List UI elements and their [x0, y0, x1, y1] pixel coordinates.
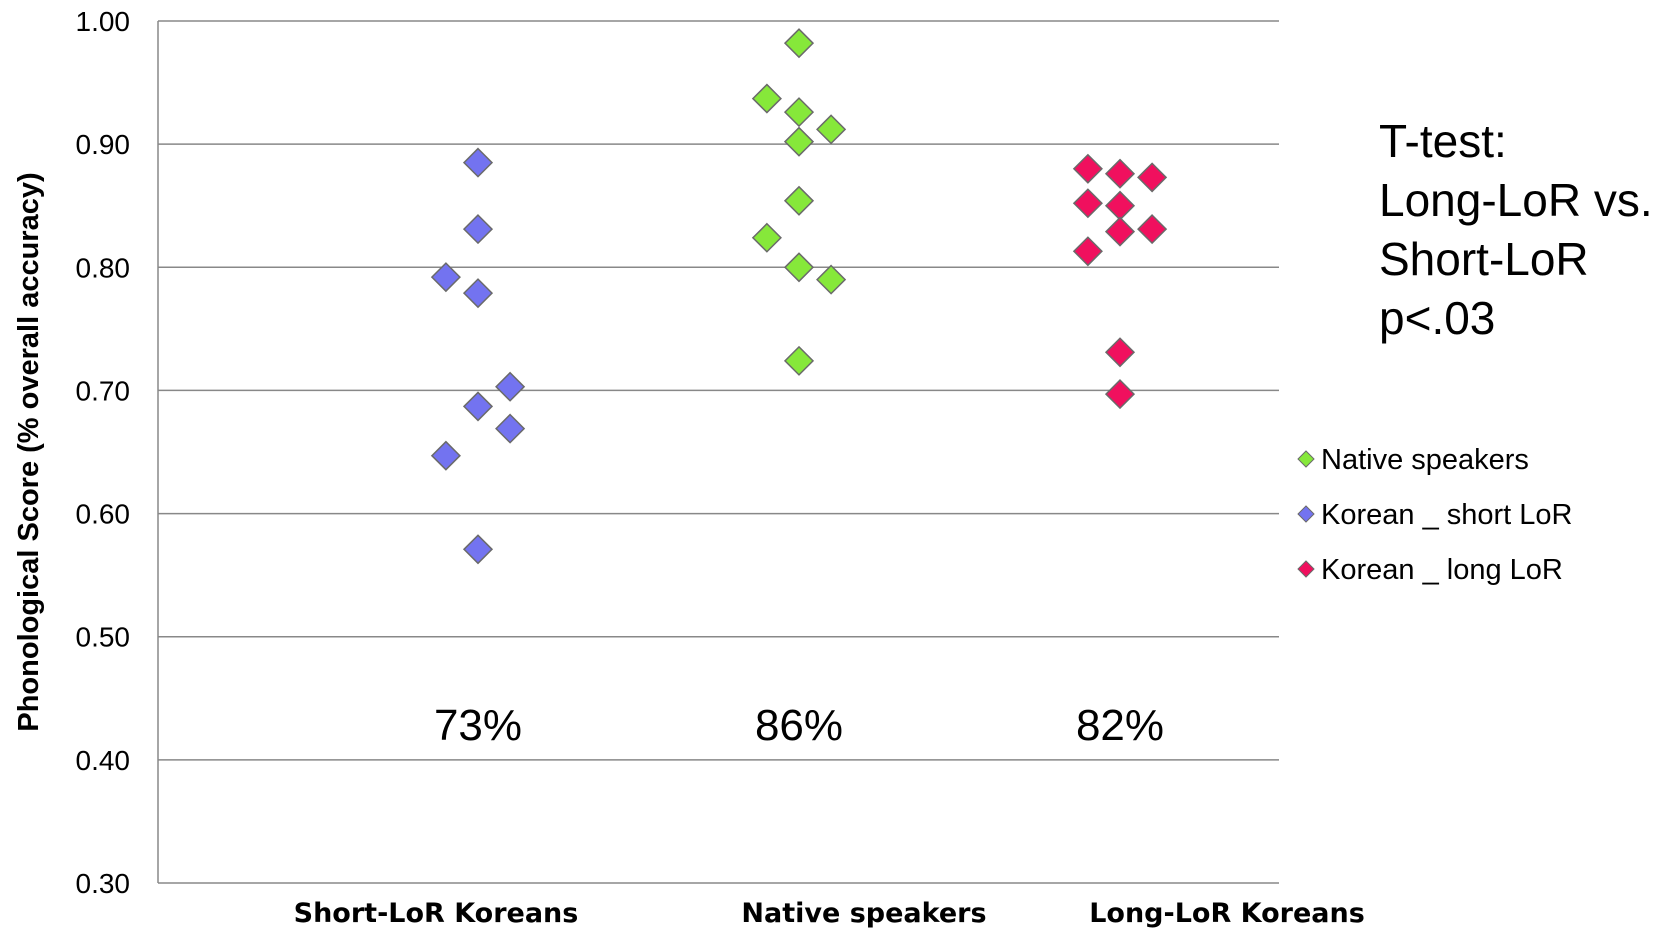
- data-point: [751, 222, 782, 253]
- y-tick-label: 0.50: [76, 622, 131, 653]
- data-point: [783, 345, 815, 376]
- data-point: [462, 147, 494, 178]
- percentage-label: 86%: [755, 701, 843, 750]
- data-point: [430, 440, 461, 471]
- data-point: [783, 97, 815, 128]
- y-tick-label: 0.40: [76, 745, 131, 776]
- y-tick-label: 1.00: [76, 6, 131, 37]
- legend-marker: [1297, 505, 1315, 523]
- y-tick-label: 0.60: [76, 499, 131, 530]
- ttest-line: T-test:: [1379, 115, 1507, 167]
- y-tick-label: 0.80: [76, 252, 131, 283]
- ttest-annotation: T-test: Long-LoR vs. Short-LoR p<.03: [1379, 115, 1653, 344]
- ttest-line: Long-LoR vs.: [1379, 174, 1653, 226]
- data-point: [1104, 216, 1136, 247]
- data-point: [751, 83, 782, 114]
- data-point: [1137, 214, 1168, 245]
- data-point: [783, 185, 815, 216]
- data-point: [462, 278, 494, 309]
- data-point: [783, 126, 815, 157]
- gridlines: [158, 20, 1279, 884]
- percentage-label: 82%: [1076, 701, 1164, 750]
- legend-entry: Korean _ long LoR: [1321, 554, 1563, 586]
- data-point: [1072, 153, 1103, 184]
- category-label: Short-LoR Koreans: [294, 898, 579, 929]
- legend: Native speakers Korean _ short LoR Korean …: [1297, 444, 1572, 586]
- data-point: [783, 28, 815, 59]
- percentage-labels: 73% 86% 82%: [434, 701, 1164, 750]
- legend-entry: Korean _ short LoR: [1321, 499, 1572, 531]
- data-point: [495, 413, 526, 444]
- data-point: [1137, 162, 1168, 193]
- y-tick-label: 0.70: [76, 375, 131, 406]
- data-point: [495, 371, 526, 402]
- data-point: [1104, 379, 1136, 410]
- data-point: [462, 534, 494, 565]
- y-axis-label: Phonological Score (% overall accuracy): [13, 172, 45, 731]
- data-point: [816, 264, 847, 295]
- category-labels: Short-LoR Koreans Native speakers Long-LoR…: [294, 898, 1365, 929]
- data-point: [1104, 190, 1136, 221]
- data-point: [1072, 236, 1103, 267]
- legend-marker: [1297, 560, 1315, 578]
- y-tick-label: 0.30: [76, 868, 131, 899]
- data-point: [1072, 188, 1103, 219]
- y-tick-label: 0.90: [76, 129, 131, 160]
- data-point: [430, 262, 461, 293]
- ttest-line: Short-LoR: [1379, 233, 1589, 285]
- ttest-line: p<.03: [1379, 292, 1495, 344]
- data-point: [816, 114, 847, 145]
- data-point: [1104, 158, 1136, 189]
- legend-entry: Native speakers: [1321, 444, 1529, 476]
- category-label: Long-LoR Koreans: [1089, 898, 1365, 929]
- data-point: [462, 391, 494, 422]
- data-point: [462, 214, 494, 245]
- y-tick-labels: 0.30 0.40 0.50 0.60 0.70 0.80 0.90 1.00: [76, 6, 131, 899]
- data-point: [783, 252, 815, 283]
- percentage-label: 73%: [434, 701, 522, 750]
- category-label: Native speakers: [741, 898, 986, 929]
- legend-marker: [1297, 450, 1315, 468]
- data-points: [430, 28, 1168, 565]
- data-point: [1104, 337, 1136, 368]
